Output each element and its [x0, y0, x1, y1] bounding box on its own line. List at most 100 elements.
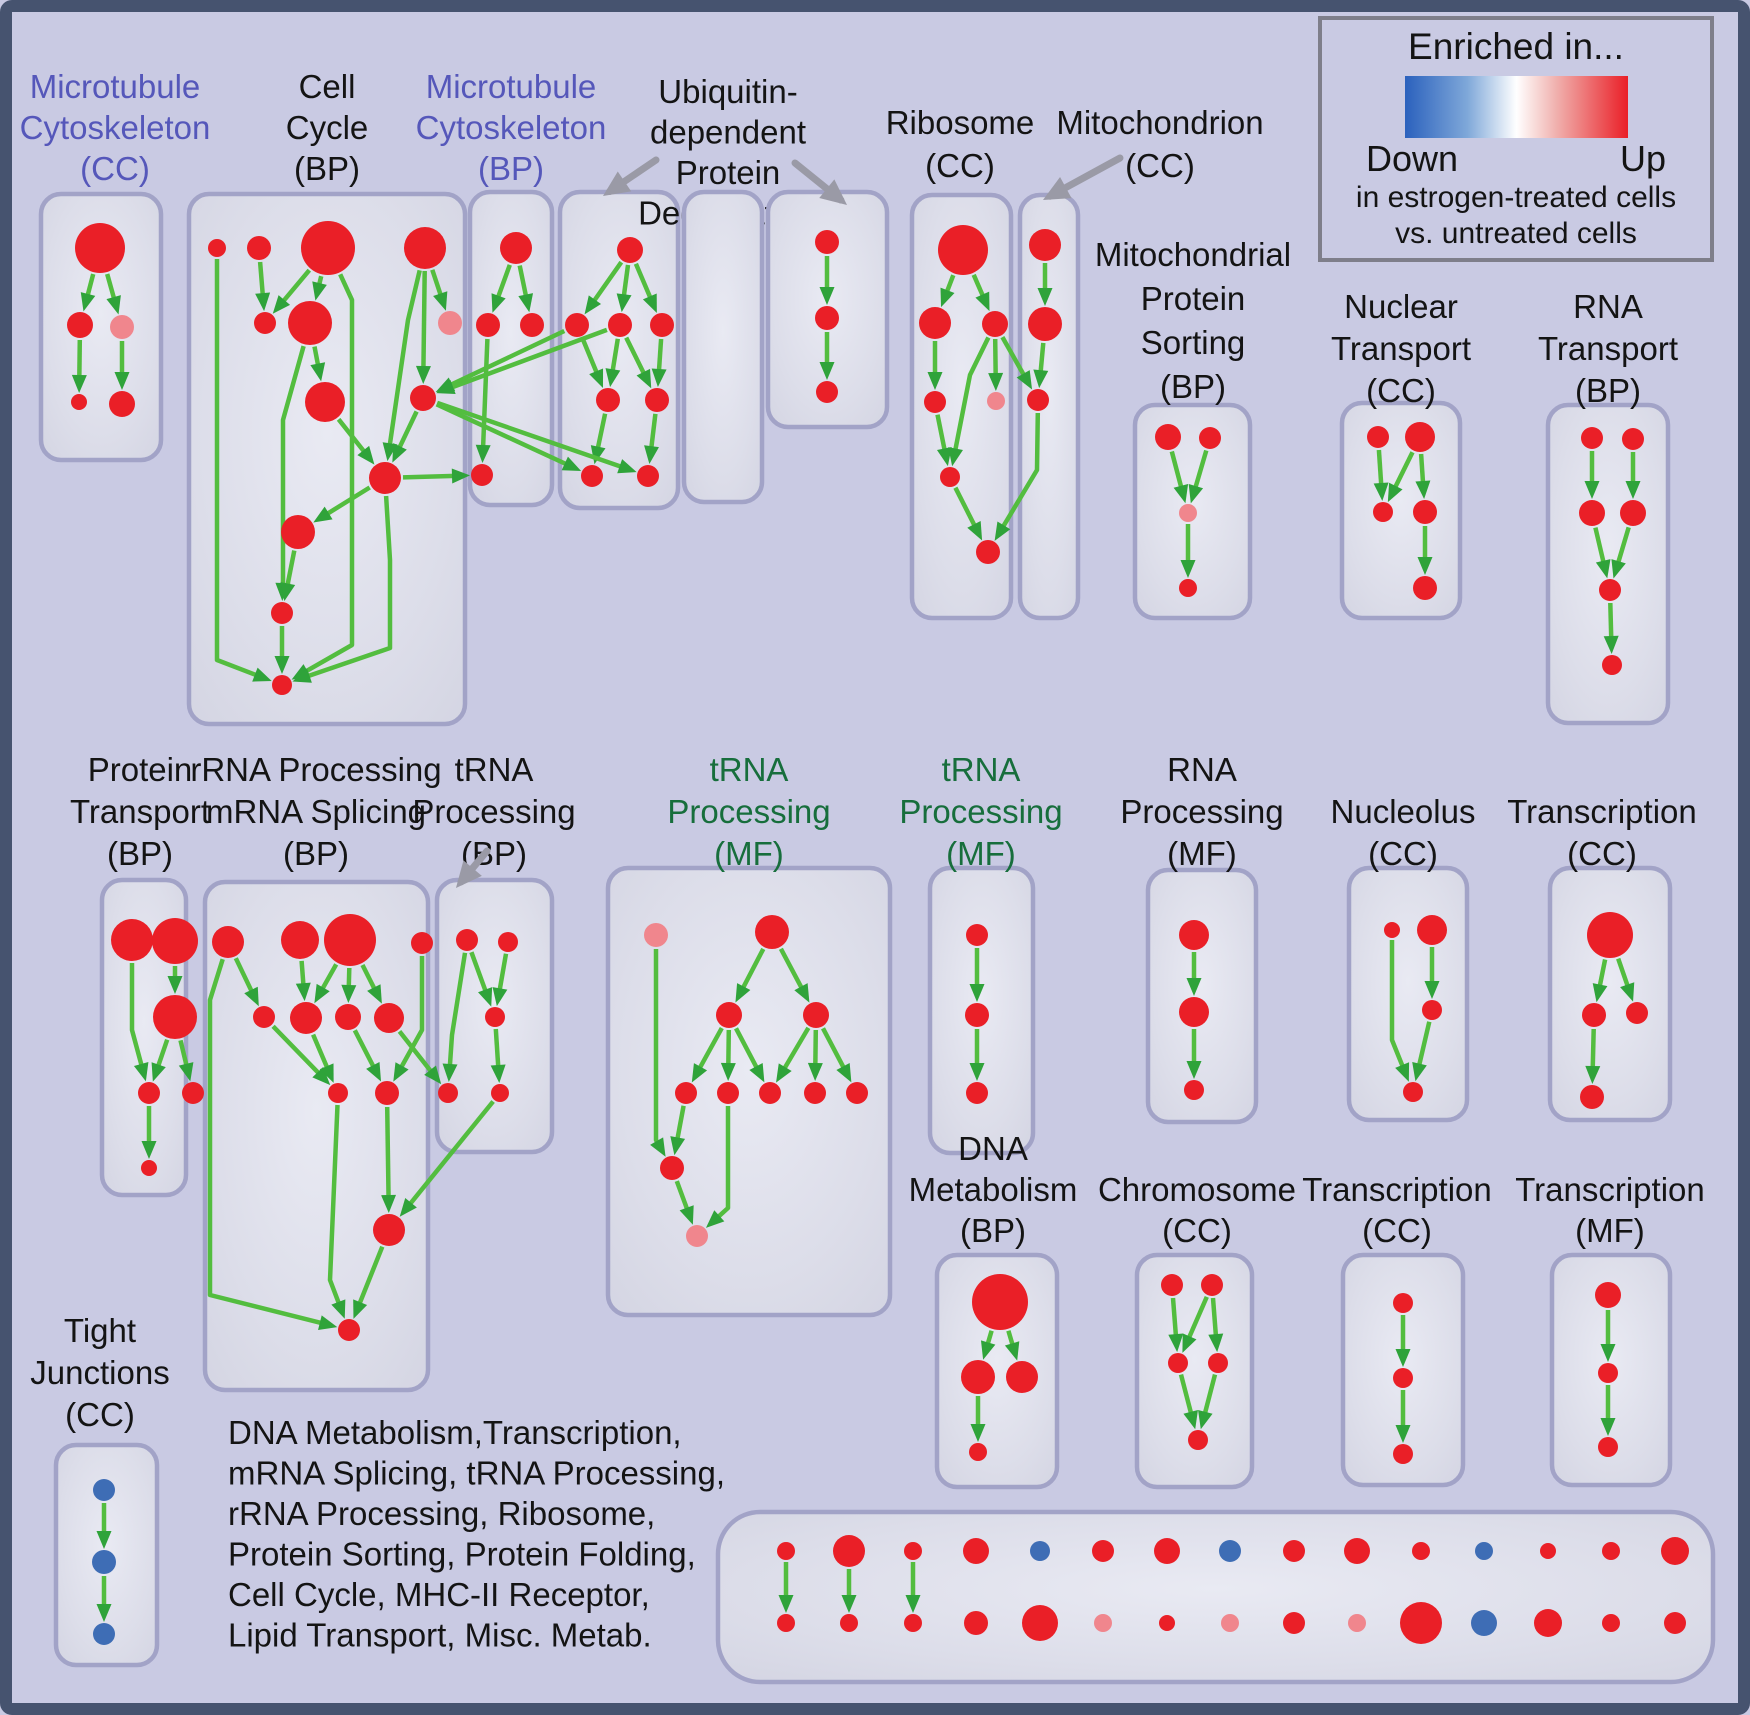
go-term-node	[596, 388, 620, 412]
nodes-layer: DNA Metabolism,Transcription, mRNA Splici…	[67, 221, 1689, 1654]
cluster-label: (BP)	[960, 1212, 1026, 1249]
cluster-label: (BP)	[478, 150, 544, 187]
go-term-node	[660, 1156, 684, 1180]
go-term-node	[471, 464, 493, 486]
cluster-label: Cycle	[286, 109, 369, 146]
edge-arrow	[674, 1180, 694, 1225]
cluster-label: Transport	[1538, 330, 1678, 367]
go-term-node	[1154, 1538, 1180, 1564]
edge-arrow	[233, 957, 259, 1007]
go-term-node	[1622, 428, 1644, 450]
legend-down-label: Down	[1366, 138, 1459, 179]
edge-arrow	[280, 550, 297, 602]
go-term-node	[1413, 576, 1437, 600]
annotation-arrow	[791, 159, 848, 206]
edge-arrow	[491, 264, 512, 313]
cluster-label: Nuclear	[1344, 288, 1458, 325]
edge-arrow	[971, 273, 990, 312]
go-term-node	[153, 995, 197, 1039]
cluster-label: (BP)	[107, 835, 173, 872]
edge-arrow	[80, 273, 96, 312]
edge-arrow	[381, 1106, 397, 1213]
cluster-label: (BP)	[294, 150, 360, 187]
go-term-node	[438, 1083, 458, 1103]
go-term-node	[1373, 502, 1393, 522]
cluster-box	[1545, 402, 1671, 726]
uncircled-clusters-note: Cell Cycle, MHC-II Receptor,	[228, 1576, 650, 1613]
go-term-node	[650, 313, 674, 337]
go-term-node	[271, 602, 293, 624]
go-term-node	[520, 313, 544, 337]
edge-arrow	[393, 956, 425, 1082]
go-term-node	[645, 388, 669, 412]
go-term-node	[1219, 1540, 1241, 1562]
go-term-node	[281, 515, 315, 549]
cluster-label: Transcription	[1515, 1171, 1705, 1208]
go-term-node	[919, 307, 951, 339]
go-term-node	[1582, 1003, 1606, 1027]
edge-arrow	[435, 328, 566, 392]
edge-arrow	[442, 952, 468, 1082]
cluster-label: (MF)	[1575, 1212, 1645, 1249]
cluster-box	[681, 189, 765, 505]
edge-arrow	[336, 417, 375, 465]
edge-arrow	[735, 947, 766, 1003]
cluster-label: Microtubule	[426, 68, 597, 105]
go-term-node	[1179, 504, 1197, 522]
legend-title: Enriched in...	[1408, 26, 1624, 67]
edge-arrow	[778, 947, 810, 1003]
go-term-node	[1581, 427, 1603, 449]
go-term-node	[373, 1214, 405, 1246]
cluster-label: Protein	[1141, 280, 1246, 317]
go-term-node	[141, 1160, 157, 1176]
cluster-label: Metabolism	[909, 1171, 1078, 1208]
go-term-node	[328, 1083, 348, 1103]
cluster-label: Ribosome	[886, 104, 1035, 141]
cluster-label: (MF)	[1167, 835, 1237, 872]
go-term-node	[1471, 1610, 1497, 1636]
cluster-label: (BP)	[283, 835, 349, 872]
edge-arrow	[988, 338, 1004, 391]
go-term-node	[1092, 1540, 1114, 1562]
edge-arrow	[255, 261, 271, 312]
go-term-node	[1620, 500, 1646, 526]
edge-arrow	[1000, 335, 1033, 390]
go-term-node	[1475, 1542, 1493, 1560]
edge-arrow	[207, 958, 338, 1330]
edge-arrow	[314, 963, 339, 1004]
go-term-node	[1393, 1293, 1413, 1313]
go-term-node	[963, 1538, 989, 1564]
go-term-node	[111, 919, 153, 961]
edge-arrow	[71, 339, 87, 393]
cluster-label: Microtubule	[30, 68, 201, 105]
go-term-node	[498, 932, 518, 952]
go-term-node	[1598, 1363, 1618, 1383]
go-term-node	[904, 1542, 922, 1560]
go-term-node	[109, 391, 135, 417]
go-term-node	[1412, 1542, 1430, 1560]
go-term-node	[272, 675, 292, 695]
go-term-node	[1028, 307, 1062, 341]
edge-arrow	[360, 963, 382, 1004]
go-term-node	[305, 382, 345, 422]
cluster-trna-processing-mf-1: tRNA Processing (MF)	[605, 751, 893, 1318]
go-term-node	[1598, 1437, 1618, 1457]
edge-arrow	[691, 1027, 724, 1083]
cluster-label: Protein	[88, 751, 193, 788]
go-term-node	[1626, 1002, 1648, 1024]
cluster-label: Transport	[1331, 330, 1471, 367]
go-term-node	[617, 237, 643, 263]
edge-arrow	[605, 338, 621, 388]
edge-arrow	[1208, 1297, 1224, 1353]
go-term-node	[404, 227, 446, 269]
go-term-node	[438, 311, 462, 335]
cluster-box	[202, 879, 431, 1393]
cluster-box	[1339, 400, 1463, 621]
cluster-label: rRNA Processing	[190, 751, 441, 788]
edge-arrow	[310, 346, 326, 382]
edge-arrow	[1415, 453, 1431, 499]
edge-arrow	[352, 1029, 382, 1082]
go-term-node	[182, 1082, 204, 1104]
go-term-node	[369, 462, 401, 494]
edge-arrow	[705, 1106, 731, 1228]
